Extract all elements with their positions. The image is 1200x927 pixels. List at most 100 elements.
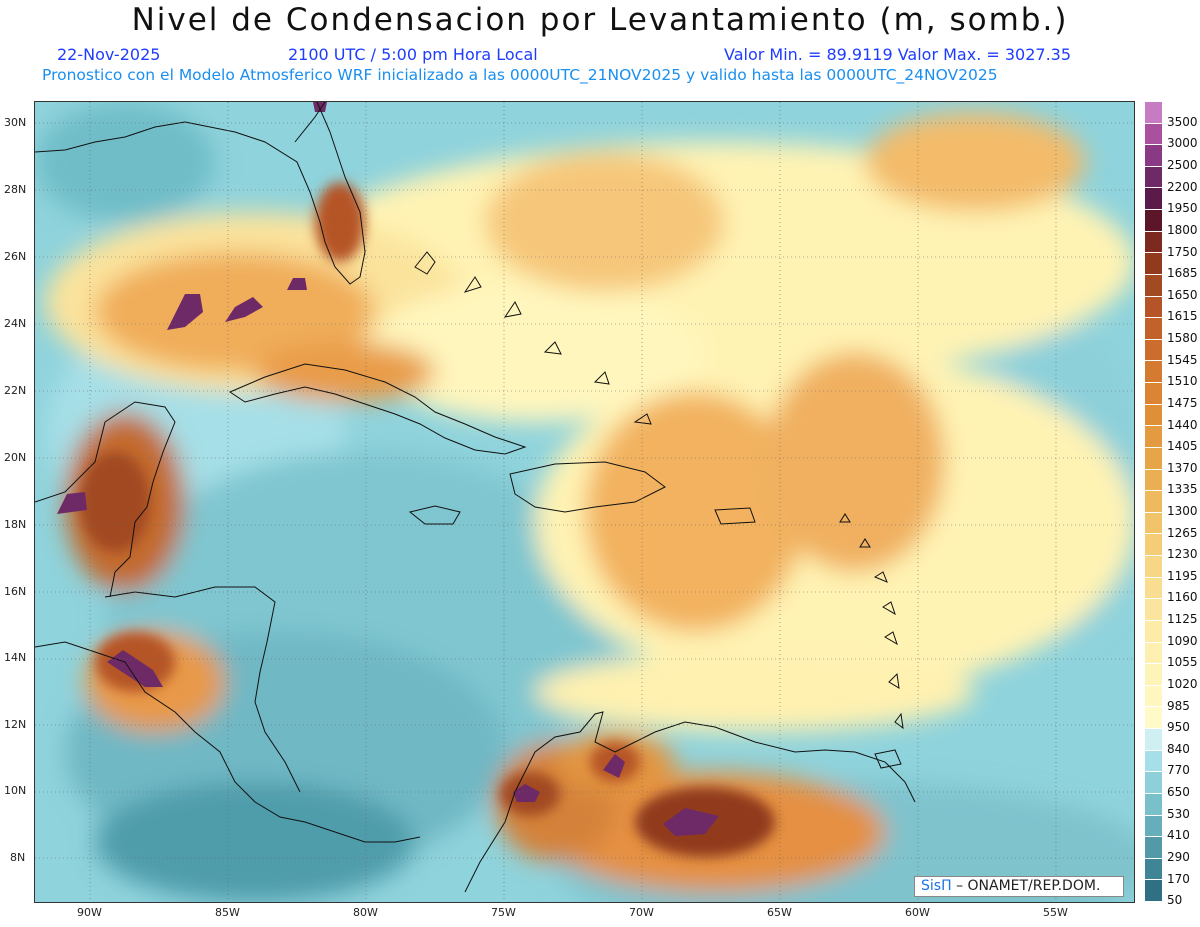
legend-label: 1750 <box>1167 244 1198 259</box>
map-canvas <box>35 102 1134 902</box>
legend-swatch <box>1145 403 1162 426</box>
legend-swatch <box>1145 122 1162 145</box>
lat-label-30n: 30N <box>4 116 27 129</box>
lat-label-10n: 10N <box>4 784 27 797</box>
legend-label: 1300 <box>1167 504 1198 518</box>
lon-label-90w: 90W <box>77 906 102 919</box>
lon-label-65w: 65W <box>767 906 792 919</box>
field-shading <box>35 102 1134 902</box>
lon-label-55w: 55W <box>1043 906 1068 919</box>
credit-text: – ONAMET/REP.DOM. <box>956 878 1101 894</box>
legend-swatch <box>1145 273 1162 296</box>
field-extremes <box>80 182 775 857</box>
legend-label: 1615 <box>1167 309 1198 324</box>
legend-swatch <box>1145 641 1162 664</box>
legend-label: 1685 <box>1167 266 1198 281</box>
legend-label: 840 <box>1167 741 1190 756</box>
lon-label-60w: 60W <box>905 906 930 919</box>
legend-swatch <box>1145 187 1162 210</box>
legend-label: 1580 <box>1167 331 1198 346</box>
legend-swatch <box>1145 144 1162 166</box>
legend-swatch <box>1145 857 1162 880</box>
legend-label: 3500 <box>1167 114 1198 129</box>
legend-label: 1125 <box>1167 612 1198 627</box>
legend-swatch <box>1145 101 1162 123</box>
legend-label: 50 <box>1167 893 1183 908</box>
legend-label: 2200 <box>1167 179 1198 194</box>
legend-swatch <box>1145 252 1162 274</box>
legend-label: 290 <box>1167 849 1190 864</box>
credit-box: SisΠ – ONAMET/REP.DOM. <box>914 876 1124 897</box>
legend-swatch <box>1145 165 1162 188</box>
forecast-date: 22-Nov-2025 <box>57 45 161 64</box>
legend-label: 1475 <box>1167 395 1198 410</box>
legend-swatch <box>1145 382 1162 404</box>
forecast-time: 2100 UTC / 5:00 pm Hora Local <box>288 45 538 64</box>
legend-swatch <box>1145 792 1162 815</box>
lat-label-14n: 14N <box>4 651 27 664</box>
legend-swatch <box>1145 468 1162 491</box>
legend-swatch <box>1145 425 1162 447</box>
legend-swatch <box>1145 317 1162 339</box>
sispi-logo-text: SisΠ <box>921 878 952 894</box>
lon-label-70w: 70W <box>629 906 654 919</box>
legend-swatch <box>1145 576 1162 599</box>
lat-label-24n: 24N <box>4 317 27 330</box>
legend-swatch <box>1145 511 1162 534</box>
legend-label: 985 <box>1167 698 1190 713</box>
lat-label-22n: 22N <box>4 384 27 397</box>
legend-swatch <box>1145 338 1162 361</box>
legend-swatch <box>1145 706 1162 728</box>
legend-swatch <box>1145 360 1162 383</box>
legend-swatch <box>1145 230 1162 253</box>
legend-swatch <box>1145 684 1162 707</box>
legend-label: 1405 <box>1167 439 1198 454</box>
lat-label-12n: 12N <box>4 718 27 731</box>
legend-label: 1195 <box>1167 568 1198 583</box>
legend-label: 3000 <box>1167 136 1198 151</box>
legend-swatch <box>1145 295 1162 318</box>
legend-label: 1020 <box>1167 676 1198 691</box>
legend-swatch <box>1145 663 1162 685</box>
lat-label-28n: 28N <box>4 183 27 196</box>
lat-label-20n: 20N <box>4 451 27 464</box>
legend-swatch <box>1145 555 1162 577</box>
legend-label: 1055 <box>1167 655 1198 670</box>
lat-label-26n: 26N <box>4 250 27 263</box>
purple-cores <box>57 102 719 836</box>
lon-label-80w: 80W <box>353 906 378 919</box>
legend-swatch <box>1145 836 1162 858</box>
lon-label-75w: 75W <box>491 906 516 919</box>
legend-swatch <box>1145 619 1162 642</box>
graticule <box>35 102 1134 902</box>
legend-label: 1370 <box>1167 460 1198 475</box>
legend-label: 1800 <box>1167 222 1198 237</box>
lon-label-85w: 85W <box>215 906 240 919</box>
legend-swatch <box>1145 490 1162 512</box>
legend-label: 1545 <box>1167 352 1198 367</box>
legend-swatch <box>1145 598 1162 620</box>
legend-label: 1265 <box>1167 525 1198 540</box>
legend-label: 1440 <box>1167 417 1198 432</box>
legend-swatch <box>1145 728 1162 750</box>
legend-swatch <box>1145 749 1162 772</box>
legend-label: 650 <box>1167 785 1190 800</box>
condensation-level-map <box>34 101 1135 903</box>
lat-label-16n: 16N <box>4 585 27 598</box>
legend-label: 1950 <box>1167 201 1198 216</box>
lat-label-8n: 8N <box>10 851 26 864</box>
legend-label: 1650 <box>1167 287 1198 302</box>
legend-label: 2500 <box>1167 158 1198 173</box>
legend-label: 170 <box>1167 871 1190 886</box>
legend-swatch <box>1145 209 1162 231</box>
legend-label: 1090 <box>1167 633 1198 648</box>
legend-label: 1335 <box>1167 482 1198 497</box>
legend-swatch <box>1145 446 1162 469</box>
legend-label: 1510 <box>1167 374 1198 389</box>
legend-label: 410 <box>1167 828 1190 843</box>
coastlines <box>35 102 916 893</box>
legend-swatch <box>1145 533 1162 556</box>
legend-swatch <box>1145 771 1162 793</box>
legend-label: 770 <box>1167 763 1190 778</box>
map-title: Nivel de Condensacion por Levantamiento … <box>131 2 1069 38</box>
